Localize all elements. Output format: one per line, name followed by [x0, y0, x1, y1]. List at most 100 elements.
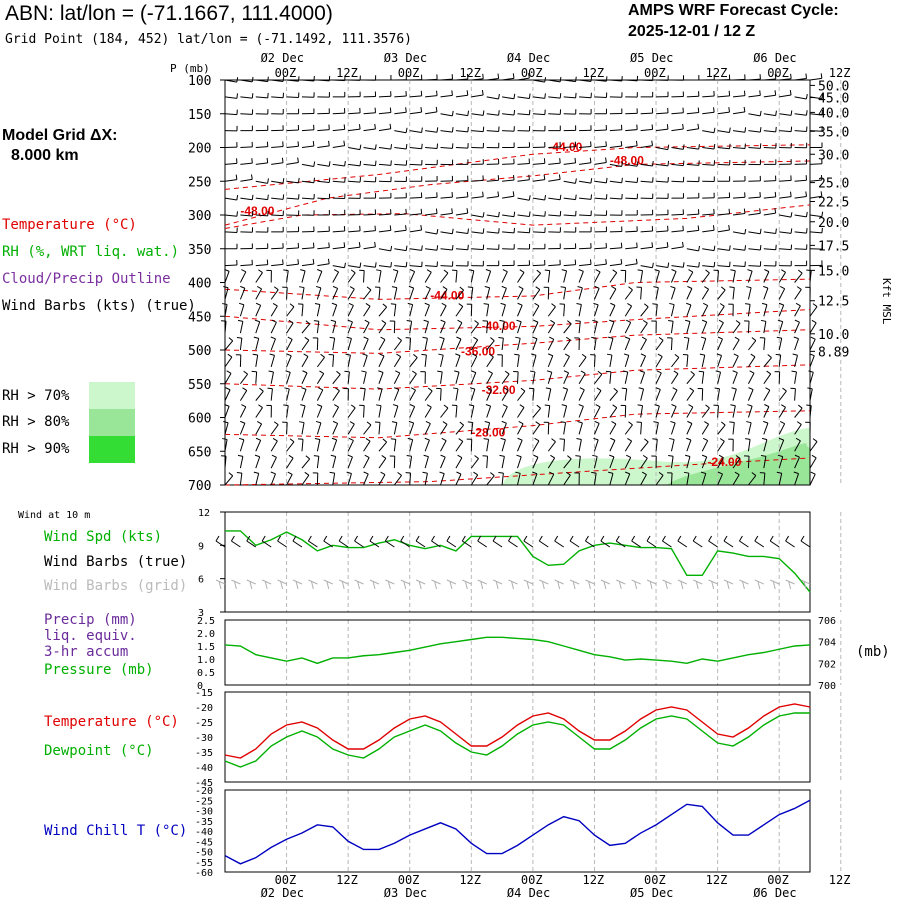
- sfc-wind-barb: [631, 540, 641, 548]
- upper-wind-barb: [779, 196, 792, 199]
- upper-wind-barb: [424, 456, 429, 469]
- upper-wind-barb: [640, 372, 646, 384]
- upper-wind-barb-flag: [240, 285, 246, 289]
- upper-wind-barb: [778, 473, 783, 486]
- upper-wind-barb-flag: [350, 404, 356, 409]
- upper-wind-barb: [563, 96, 576, 99]
- upper-wind-barb: [763, 406, 770, 418]
- isotherm-line: [224, 457, 811, 486]
- isotherm-line: [224, 204, 811, 229]
- upper-wind-barb-flag: [560, 421, 566, 424]
- upper-wind-barb-flag: [451, 110, 454, 116]
- upper-wind-barb-flag: [812, 438, 818, 442]
- upper-wind-barb: [286, 306, 295, 317]
- upper-wind-barb: [655, 439, 658, 452]
- upper-wind-barb-flag: [335, 387, 340, 392]
- upper-wind-barb-flag: [792, 353, 798, 356]
- upper-wind-barb: [609, 180, 622, 184]
- upper-wind-barb: [686, 406, 694, 418]
- upper-wind-barb-flag: [422, 336, 428, 339]
- upper-wind-barb: [532, 457, 539, 469]
- upper-wind-barb: [778, 407, 786, 418]
- upper-wind-barb-flag: [436, 127, 439, 133]
- upper-wind-barb-flag: [238, 302, 245, 306]
- upper-wind-barb-flag: [424, 437, 430, 441]
- upper-wind-barb: [563, 197, 576, 201]
- upper-wind-barb: [594, 271, 601, 283]
- upper-wind-barb-flag: [328, 177, 331, 183]
- upper-wind-barb-flag: [719, 438, 725, 442]
- upper-wind-barb: [378, 147, 391, 150]
- upper-wind-barb-flag: [642, 319, 648, 324]
- upper-wind-barb: [270, 457, 277, 469]
- upper-wind-barb-flag: [658, 336, 664, 341]
- upper-wind-barb: [301, 145, 314, 148]
- upper-wind-barb-flag: [358, 242, 361, 248]
- upper-wind-barb: [671, 112, 684, 115]
- upper-wind-barb-flag: [366, 421, 372, 426]
- upper-wind-barb: [809, 372, 814, 384]
- upper-wind-barb-flag: [451, 208, 453, 214]
- upper-wind-barb: [471, 113, 484, 116]
- upper-wind-barb: [686, 147, 699, 150]
- upper-wind-barb-flag: [561, 404, 567, 407]
- isotherm-line: [224, 144, 811, 190]
- upper-wind-barb: [563, 439, 566, 452]
- sfc-wind-barb-flag: [323, 535, 328, 542]
- grid-wind-barb: [723, 579, 734, 585]
- upper-wind-barb-flag: [363, 471, 369, 475]
- upper-wind-barb: [748, 94, 761, 98]
- upper-wind-barb-flag: [605, 141, 607, 147]
- upper-wind-barb-flag: [377, 387, 383, 390]
- upper-wind-barb: [301, 287, 305, 300]
- upper-wind-barb-flag: [466, 90, 469, 96]
- upper-wind-barb-flag: [668, 320, 674, 322]
- upper-wind-barb-flag: [636, 177, 639, 183]
- upper-wind-barb: [502, 96, 515, 100]
- upper-wind-barb: [486, 321, 489, 334]
- upper-wind-barb: [332, 473, 336, 486]
- sfc-wind-barb-flag: [631, 535, 636, 542]
- date-label-top: Ø5 Dec: [630, 51, 673, 65]
- isotherm-label: -24.00: [707, 455, 741, 469]
- legend-wind-barbs-grid: Wind Barbs (grid): [44, 578, 188, 594]
- upper-wind-barb: [393, 475, 402, 486]
- upper-wind-barb: [440, 305, 447, 317]
- time-tick-top: 00Z: [275, 66, 297, 80]
- isotherm-label: -40.00: [482, 319, 516, 333]
- upper-wind-barb: [501, 304, 506, 317]
- upper-wind-barb: [532, 79, 545, 83]
- upper-wind-barb: [270, 424, 279, 435]
- upper-wind-barb: [409, 147, 422, 150]
- sfc-wind-barb-flag: [769, 535, 774, 542]
- upper-wind-barb: [394, 95, 407, 98]
- sfc-wind-barb: [369, 540, 380, 548]
- sfc-wind-barb-flag: [708, 535, 713, 542]
- upper-wind-barb-flag: [655, 387, 661, 390]
- upper-wind-barb: [794, 407, 803, 418]
- upper-wind-barb-flag: [717, 471, 723, 475]
- upper-wind-barb-flag: [591, 336, 597, 339]
- upper-wind-barb-flag: [468, 404, 474, 407]
- upper-wind-barb: [609, 338, 614, 351]
- sfc-wind-barb-flag: [446, 535, 451, 542]
- upper-wind-barb: [686, 456, 691, 469]
- upper-wind-barb: [548, 113, 561, 115]
- upper-wind-barb-flag: [704, 286, 709, 290]
- grid-wind-barb: [415, 579, 426, 585]
- upper-wind-barb-flag: [652, 161, 654, 167]
- upper-wind-barb: [609, 423, 617, 435]
- windchill-tick-label: -25: [195, 796, 213, 807]
- upper-wind-barb: [363, 371, 367, 384]
- isotherm-label: -32.00: [482, 383, 516, 397]
- upper-wind-barb-flag: [443, 404, 449, 409]
- sfc-wind-barb-flag: [677, 535, 682, 542]
- upper-wind-barb: [548, 197, 561, 201]
- sfc-wind-barb: [708, 540, 718, 548]
- upper-wind-barb-flag: [651, 124, 654, 130]
- upper-wind-barb: [394, 213, 407, 216]
- upper-wind-barb: [347, 456, 353, 469]
- upper-wind-barb-flag: [806, 404, 812, 407]
- upper-wind-barb: [655, 270, 660, 283]
